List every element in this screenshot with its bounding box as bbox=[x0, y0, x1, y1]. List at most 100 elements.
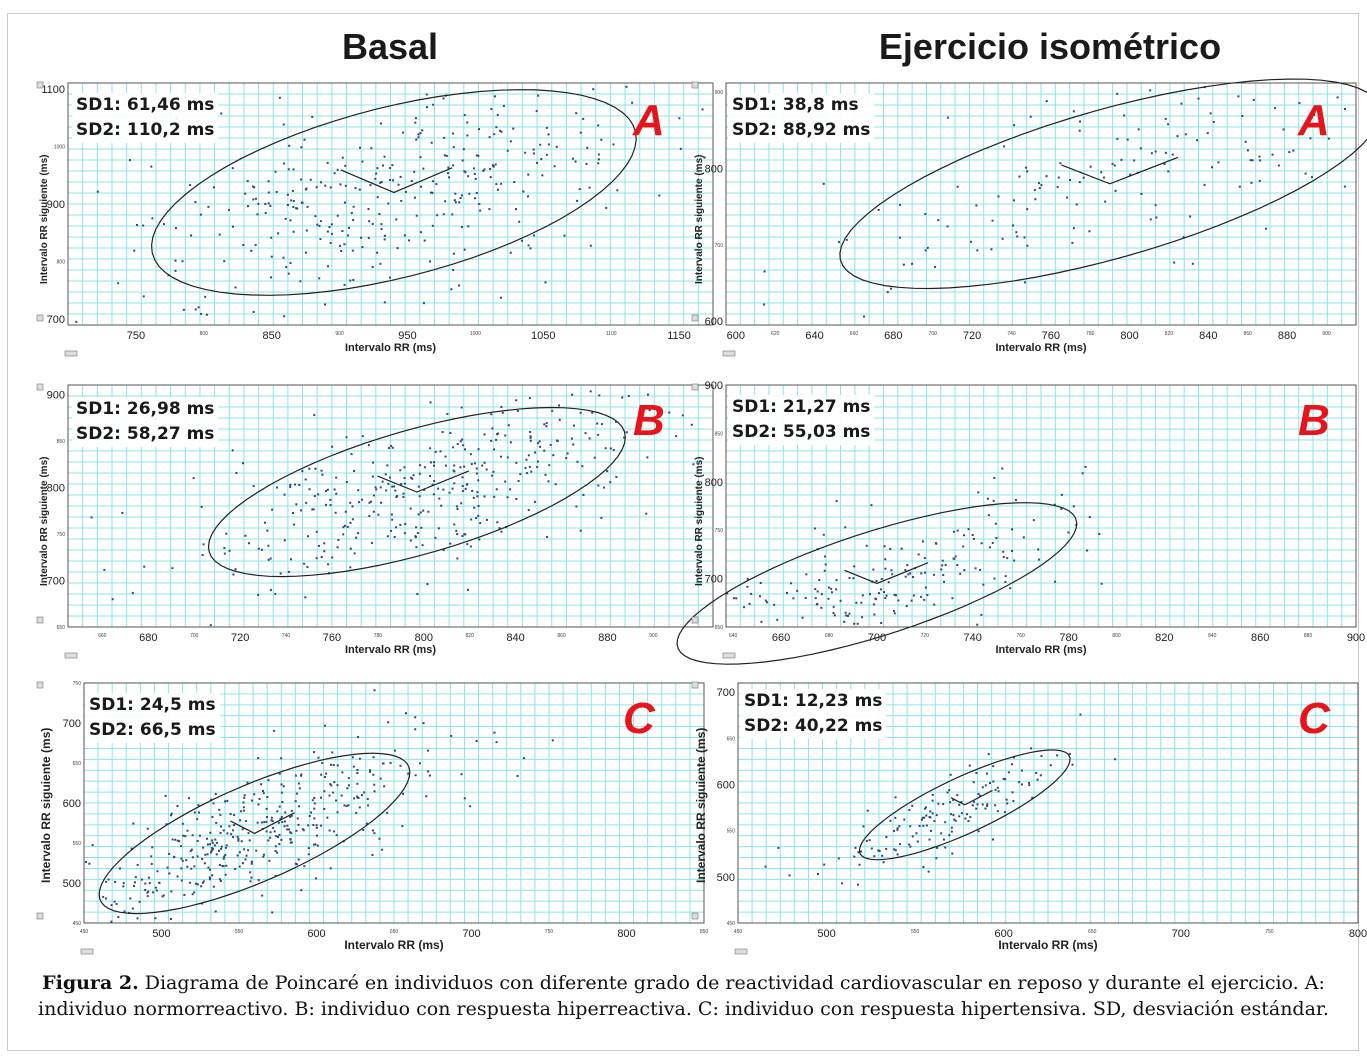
zoom-control-icon[interactable] bbox=[36, 81, 44, 89]
data-point bbox=[506, 149, 509, 152]
data-point bbox=[297, 805, 300, 808]
data-point bbox=[351, 756, 354, 759]
data-point bbox=[225, 844, 228, 847]
data-point bbox=[446, 172, 449, 175]
data-point bbox=[363, 791, 366, 794]
zoom-control-icon[interactable] bbox=[691, 616, 699, 624]
data-point bbox=[432, 461, 435, 464]
data-point bbox=[515, 497, 518, 500]
data-point bbox=[460, 773, 463, 776]
data-point bbox=[180, 867, 183, 870]
data-point bbox=[1032, 519, 1035, 522]
data-point bbox=[1007, 771, 1010, 774]
data-point bbox=[464, 171, 467, 174]
data-point bbox=[922, 866, 925, 869]
data-point bbox=[293, 523, 296, 526]
data-point bbox=[986, 803, 989, 806]
data-point bbox=[909, 825, 912, 828]
data-point bbox=[380, 223, 383, 226]
scroll-control-icon[interactable] bbox=[80, 948, 94, 955]
data-point bbox=[367, 444, 370, 447]
data-point bbox=[282, 123, 285, 126]
data-point bbox=[621, 396, 624, 399]
zoom-control-icon[interactable] bbox=[691, 912, 699, 920]
data-point bbox=[1098, 533, 1101, 536]
data-point bbox=[1309, 137, 1312, 140]
data-point bbox=[872, 568, 875, 571]
data-point bbox=[924, 212, 927, 215]
data-point bbox=[383, 155, 386, 158]
data-point bbox=[136, 917, 139, 920]
data-point bbox=[358, 757, 361, 760]
x-axis-label: Intervalo RR (ms) bbox=[995, 342, 1087, 354]
scroll-control-icon[interactable] bbox=[722, 350, 736, 357]
data-point bbox=[280, 816, 283, 819]
data-point bbox=[336, 811, 339, 814]
data-point bbox=[992, 780, 995, 783]
data-point bbox=[278, 833, 281, 836]
zoom-control-icon[interactable] bbox=[36, 912, 44, 920]
data-point bbox=[982, 583, 985, 586]
data-point bbox=[202, 846, 205, 849]
data-point bbox=[953, 557, 956, 560]
data-point bbox=[1120, 158, 1123, 161]
zoom-control-icon[interactable] bbox=[691, 314, 699, 322]
scroll-control-icon[interactable] bbox=[722, 652, 736, 659]
data-point bbox=[489, 176, 492, 179]
data-point bbox=[1313, 113, 1316, 116]
data-point bbox=[276, 810, 279, 813]
data-point bbox=[1259, 159, 1262, 162]
data-point bbox=[536, 460, 539, 463]
data-point bbox=[444, 464, 447, 467]
data-point bbox=[574, 160, 577, 163]
data-point bbox=[215, 853, 218, 856]
data-point bbox=[942, 838, 945, 841]
data-point bbox=[380, 228, 383, 231]
zoom-control-icon[interactable] bbox=[691, 81, 699, 89]
data-point bbox=[993, 577, 996, 580]
data-point bbox=[375, 488, 378, 491]
data-point bbox=[198, 811, 201, 814]
data-point bbox=[600, 423, 603, 426]
x-tick-label-minor: 800 bbox=[1112, 633, 1121, 639]
data-point bbox=[349, 521, 352, 524]
data-point bbox=[352, 205, 355, 208]
scroll-control-icon[interactable] bbox=[734, 948, 748, 955]
data-point bbox=[820, 606, 823, 609]
data-point bbox=[361, 160, 364, 163]
data-point bbox=[475, 467, 478, 470]
data-point bbox=[1271, 153, 1274, 156]
data-point bbox=[320, 773, 323, 776]
x-tick-label: 800 bbox=[617, 928, 635, 940]
data-point bbox=[748, 602, 751, 605]
data-point bbox=[324, 724, 327, 727]
data-point bbox=[527, 195, 530, 198]
data-point bbox=[336, 546, 339, 549]
data-point bbox=[376, 196, 379, 199]
data-point bbox=[732, 597, 735, 600]
zoom-control-icon[interactable] bbox=[36, 616, 44, 624]
data-point bbox=[1081, 472, 1084, 475]
data-point bbox=[1002, 777, 1005, 780]
scroll-control-icon[interactable] bbox=[64, 350, 78, 357]
data-point bbox=[604, 447, 607, 450]
data-point bbox=[479, 522, 482, 525]
data-point bbox=[235, 472, 238, 475]
scroll-control-icon[interactable] bbox=[64, 652, 78, 659]
data-point bbox=[942, 803, 945, 806]
zoom-control-icon[interactable] bbox=[36, 681, 44, 689]
data-point bbox=[995, 536, 998, 539]
data-point bbox=[522, 190, 525, 193]
data-point bbox=[426, 583, 429, 586]
data-point bbox=[318, 277, 321, 280]
zoom-control-icon[interactable] bbox=[691, 681, 699, 689]
zoom-control-icon[interactable] bbox=[691, 383, 699, 391]
data-point bbox=[389, 167, 392, 170]
zoom-control-icon[interactable] bbox=[36, 314, 44, 322]
data-point bbox=[383, 301, 386, 304]
data-point bbox=[1123, 114, 1126, 117]
zoom-control-icon[interactable] bbox=[36, 383, 44, 391]
data-point bbox=[323, 542, 326, 545]
data-point bbox=[470, 518, 473, 521]
data-point bbox=[284, 811, 287, 814]
